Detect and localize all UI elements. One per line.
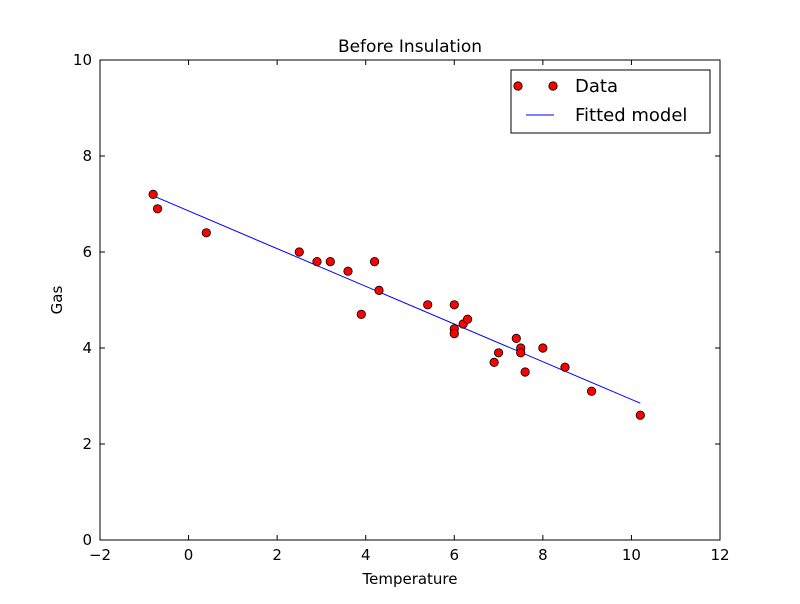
x-tick-label: −2 xyxy=(89,546,111,564)
plot-area-frame xyxy=(99,59,721,541)
data-point xyxy=(343,266,353,276)
data-point xyxy=(152,204,163,214)
fit-line xyxy=(152,195,641,404)
y-axis-label: Gas xyxy=(48,286,66,315)
data-point xyxy=(449,328,459,339)
data-point xyxy=(449,300,459,310)
x-tick-label: 4 xyxy=(361,546,371,564)
legend-box xyxy=(510,69,711,134)
data-point xyxy=(148,189,158,199)
data-point xyxy=(325,256,335,267)
x-tick-label: 0 xyxy=(184,546,194,564)
x-tick-label: 10 xyxy=(622,546,641,564)
data-point xyxy=(489,357,499,367)
y-tick-label: 6 xyxy=(82,243,92,261)
data-point xyxy=(374,285,384,295)
data-point xyxy=(635,410,645,420)
y-tick-label: 2 xyxy=(82,435,92,453)
legend-data-marker-dot xyxy=(548,81,558,91)
y-tick-label: 4 xyxy=(82,339,92,357)
data-point xyxy=(538,343,548,353)
x-tick-label: 12 xyxy=(710,546,729,564)
data-point xyxy=(462,314,473,324)
legend-data-label: Data xyxy=(575,76,618,97)
data-point xyxy=(312,256,322,267)
data-point xyxy=(493,348,504,358)
data-point xyxy=(586,386,597,396)
data-point xyxy=(201,228,211,238)
chart-title: Before Insulation xyxy=(338,37,482,57)
data-point xyxy=(356,309,366,319)
data-point xyxy=(516,348,526,358)
legend-fit-label: Fitted model xyxy=(575,105,687,126)
y-tick-label: 0 xyxy=(82,531,92,549)
chart-legend: Data Fitted model xyxy=(510,69,711,134)
data-point xyxy=(369,256,380,267)
legend-data-marker xyxy=(513,81,558,91)
data-point xyxy=(560,362,570,372)
x-tick-label: 8 xyxy=(538,546,548,564)
x-tick-label: 2 xyxy=(272,546,282,564)
fit-line-layer xyxy=(152,195,641,404)
legend-data-marker-dot xyxy=(513,81,523,91)
data-point xyxy=(294,247,304,257)
x-tick-label: 6 xyxy=(450,546,460,564)
data-points-layer xyxy=(148,189,645,420)
y-tick-label: 10 xyxy=(73,51,92,69)
data-point xyxy=(520,367,530,377)
x-axis-label: Temperature xyxy=(361,570,457,588)
data-point xyxy=(423,300,433,310)
y-tick-label: 8 xyxy=(82,147,92,165)
data-point xyxy=(511,333,521,343)
